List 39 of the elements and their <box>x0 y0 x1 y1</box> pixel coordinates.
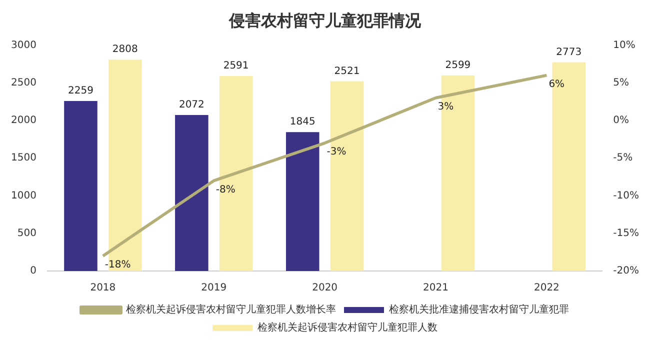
data-label: 2259 <box>68 86 94 97</box>
y-tick-label: 0 <box>30 266 36 277</box>
x-tick-label: 2018 <box>90 282 116 294</box>
bar <box>286 132 320 271</box>
y-tick-label: 3000 <box>10 40 36 51</box>
x-tick-label: 2019 <box>201 282 227 294</box>
data-label: 2521 <box>334 66 360 77</box>
y2-tick-label: -20% <box>613 266 640 277</box>
x-tick-label: 2020 <box>312 282 338 294</box>
data-label: 1845 <box>290 116 316 128</box>
y2-tick-label: -5% <box>613 152 633 164</box>
data-label: -3% <box>326 146 346 158</box>
bar <box>175 115 208 271</box>
data-label: 6% <box>548 78 565 90</box>
data-label: 3% <box>438 101 454 112</box>
x-tick-label: 2022 <box>534 282 560 294</box>
bar <box>64 100 98 271</box>
data-label: 2808 <box>112 44 138 56</box>
y-tick-label: 1500 <box>10 152 36 164</box>
y-tick-label: 500 <box>17 228 36 239</box>
y2-tick-label: 5% <box>613 77 630 88</box>
legend-label: 检察机关起诉侵害农村留守儿童犯罪人数 <box>258 322 438 334</box>
data-label: 2072 <box>178 100 204 111</box>
data-label: -18% <box>104 260 131 271</box>
y2-tick-label: 0% <box>613 115 630 126</box>
x-tick-label: 2021 <box>423 282 448 294</box>
y-tick-label: 2000 <box>10 115 36 126</box>
y2-tick-label: -15% <box>613 228 640 239</box>
data-label: -8% <box>216 184 236 196</box>
legend-label: 检察机关起诉侵害农村留守儿童犯罪人数增长率 <box>126 304 336 316</box>
data-label: 2599 <box>445 60 471 71</box>
y-tick-label: 1000 <box>10 190 36 202</box>
chart-title: 侵害农村留守儿童犯罪情况 <box>228 10 422 30</box>
y-tick-label: 2500 <box>10 77 36 88</box>
y2-tick-label: 10% <box>613 40 636 51</box>
y2-tick-label: -10% <box>613 190 640 202</box>
data-label: 2591 <box>223 60 249 72</box>
legend-label: 检察机关批准逮捕侵害农村留守儿童犯罪 <box>389 304 569 316</box>
data-label: 2773 <box>556 46 582 58</box>
